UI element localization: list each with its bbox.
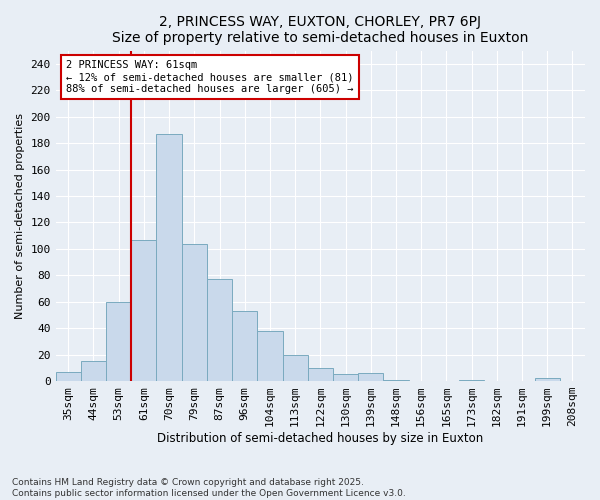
Bar — [283, 354, 308, 381]
Bar — [333, 374, 358, 381]
Text: 2 PRINCESS WAY: 61sqm
← 12% of semi-detached houses are smaller (81)
88% of semi: 2 PRINCESS WAY: 61sqm ← 12% of semi-deta… — [66, 60, 354, 94]
Title: 2, PRINCESS WAY, EUXTON, CHORLEY, PR7 6PJ
Size of property relative to semi-deta: 2, PRINCESS WAY, EUXTON, CHORLEY, PR7 6P… — [112, 15, 529, 45]
Text: Contains HM Land Registry data © Crown copyright and database right 2025.
Contai: Contains HM Land Registry data © Crown c… — [12, 478, 406, 498]
Bar — [535, 378, 560, 381]
Bar — [182, 244, 207, 381]
Bar — [106, 302, 131, 381]
Y-axis label: Number of semi-detached properties: Number of semi-detached properties — [15, 113, 25, 319]
Bar — [207, 280, 232, 381]
Bar — [56, 372, 81, 381]
Bar — [308, 368, 333, 381]
X-axis label: Distribution of semi-detached houses by size in Euxton: Distribution of semi-detached houses by … — [157, 432, 484, 445]
Bar — [383, 380, 409, 381]
Bar — [131, 240, 157, 381]
Bar — [157, 134, 182, 381]
Bar — [358, 373, 383, 381]
Bar — [459, 380, 484, 381]
Bar — [257, 331, 283, 381]
Bar — [81, 362, 106, 381]
Bar — [232, 311, 257, 381]
